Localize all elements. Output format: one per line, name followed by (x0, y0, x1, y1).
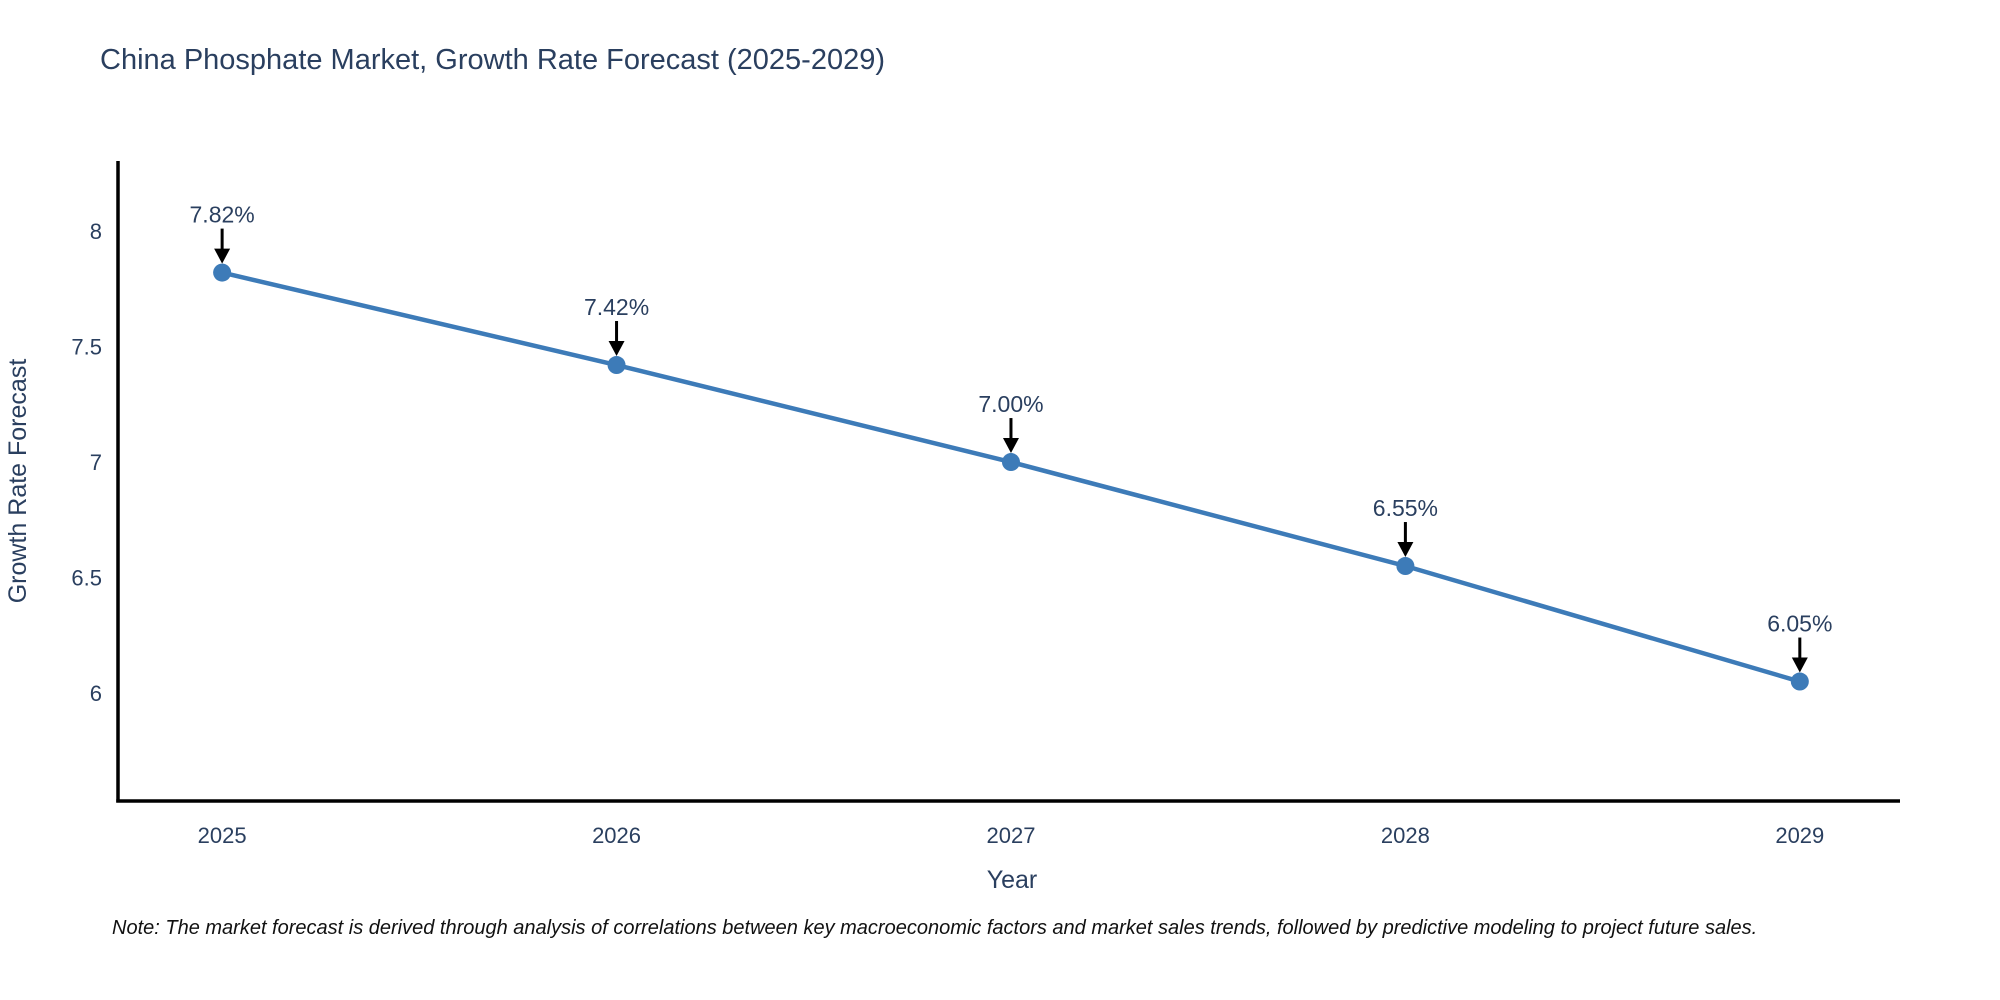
y-tick-label: 6.5 (71, 566, 102, 591)
annotation-arrowhead (1397, 542, 1414, 558)
x-tick-label: 2027 (986, 823, 1035, 848)
chart-footnote: Note: The market forecast is derived thr… (112, 917, 1758, 939)
x-tick-label: 2025 (198, 823, 247, 848)
data-point-label: 7.82% (190, 202, 255, 228)
x-axis-title: Year (987, 866, 1038, 894)
data-point-label: 6.55% (1373, 495, 1438, 521)
y-tick-label: 7.5 (71, 335, 102, 360)
data-point-marker[interactable] (213, 263, 232, 282)
annotation-arrowhead (1002, 438, 1019, 454)
trend-line (221, 270, 1801, 684)
x-tick-label: 2026 (592, 823, 641, 848)
y-tick-label: 6 (90, 681, 102, 706)
data-point-marker[interactable] (607, 356, 626, 375)
data-point-label: 7.42% (584, 294, 649, 320)
data-point-marker[interactable] (1001, 453, 1020, 472)
data-point-marker[interactable] (1396, 557, 1415, 576)
y-tick-label: 7 (90, 450, 102, 475)
x-tick-label: 2029 (1775, 823, 1824, 848)
annotation-arrowhead (214, 248, 231, 264)
y-tick-label: 8 (90, 219, 102, 244)
y-axis-title: Growth Rate Forecast (4, 359, 32, 604)
annotation-arrowhead (1791, 657, 1808, 673)
annotation-arrowhead (608, 341, 625, 357)
x-tick-label: 2028 (1381, 823, 1430, 848)
data-point-marker[interactable] (1790, 672, 1809, 691)
data-point-label: 7.00% (978, 391, 1043, 417)
chart-title: China Phosphate Market, Growth Rate Fore… (100, 44, 886, 76)
data-point-label: 6.05% (1767, 611, 1832, 637)
